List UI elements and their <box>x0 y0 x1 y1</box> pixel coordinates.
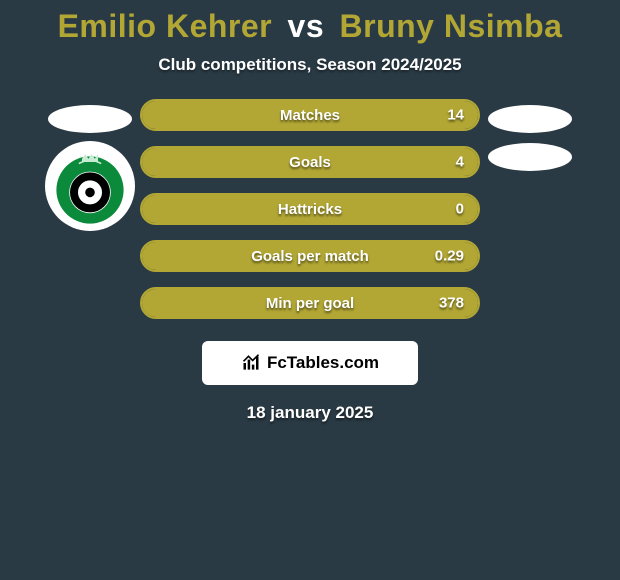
right-column <box>480 99 580 171</box>
stat-row-hattricks: Hattricks 0 <box>140 193 480 225</box>
stat-value: 0.29 <box>435 248 464 265</box>
chart-icon <box>241 353 261 373</box>
stat-value: 378 <box>439 295 464 312</box>
stat-row-goals: Goals 4 <box>140 146 480 178</box>
club1-logo <box>45 141 135 231</box>
stat-label: Min per goal <box>266 295 354 312</box>
brand-text: FcTables.com <box>267 353 379 373</box>
subtitle: Club competitions, Season 2024/2025 <box>158 55 461 75</box>
player1-name: Emilio Kehrer <box>58 8 273 44</box>
vs-text: vs <box>288 8 325 44</box>
player1-placeholder-icon <box>48 105 132 133</box>
content-row: Matches 14 Goals 4 Hattricks 0 Goals per… <box>0 99 620 319</box>
stat-label: Goals <box>289 154 331 171</box>
stat-row-gpm: Goals per match 0.29 <box>140 240 480 272</box>
club2-placeholder-icon <box>488 143 572 171</box>
date-text: 18 january 2025 <box>247 403 374 423</box>
page-title: Emilio Kehrer vs Bruny Nsimba <box>58 8 563 45</box>
brand-badge: FcTables.com <box>202 341 418 385</box>
stat-row-mpg: Min per goal 378 <box>140 287 480 319</box>
stat-value: 0 <box>456 201 464 218</box>
player2-name: Bruny Nsimba <box>340 8 563 44</box>
player2-placeholder-icon <box>488 105 572 133</box>
stat-label: Hattricks <box>278 201 342 218</box>
stat-label: Goals per match <box>251 248 369 265</box>
stat-row-matches: Matches 14 <box>140 99 480 131</box>
left-column <box>40 99 140 231</box>
stat-value: 4 <box>456 154 464 171</box>
stat-value: 14 <box>447 107 464 124</box>
comparison-card: Emilio Kehrer vs Bruny Nsimba Club compe… <box>0 0 620 423</box>
club1-badge-icon <box>50 146 130 226</box>
stat-label: Matches <box>280 107 340 124</box>
stat-bars: Matches 14 Goals 4 Hattricks 0 Goals per… <box>140 99 480 319</box>
